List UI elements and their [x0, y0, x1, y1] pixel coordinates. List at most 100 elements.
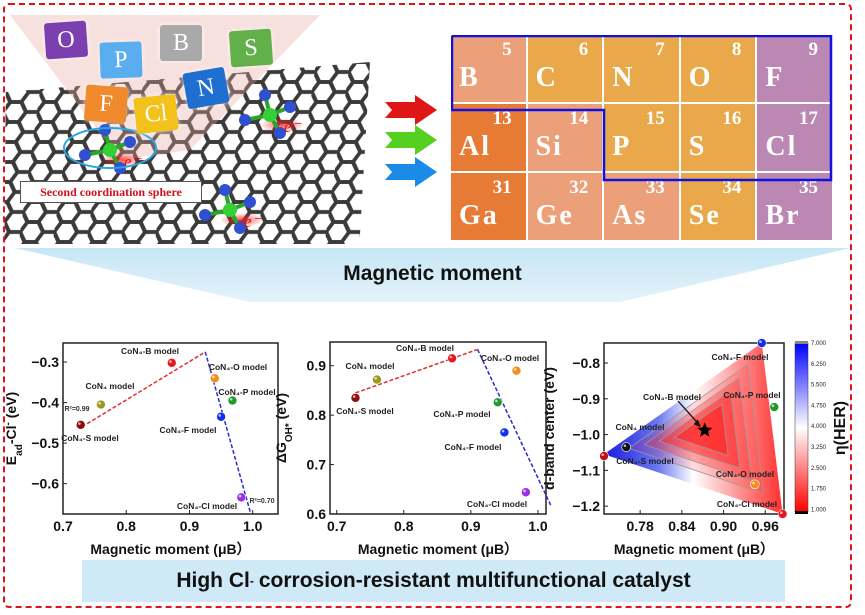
data-point-highlight	[352, 395, 356, 398]
y-axis-label-part: d-band center (eV)	[541, 367, 557, 490]
second-coordination-sphere-label: Second coordination sphere	[20, 181, 202, 203]
r-squared-label: R²=0.70	[249, 498, 274, 505]
nitrogen-atom	[259, 89, 271, 101]
nitrogen-atom	[124, 136, 136, 148]
colorbar-tick-label: 2.500	[811, 466, 827, 472]
y-axis-label: d-band center (eV)	[541, 367, 557, 490]
element-symbol: S	[688, 131, 707, 162]
fit-line	[355, 348, 478, 394]
data-point-highlight	[374, 376, 377, 380]
data-point	[521, 487, 531, 498]
nitrogen-atom	[284, 101, 296, 113]
element-cell-s: 16 S	[680, 104, 756, 171]
y-tick-label: 0.9	[307, 358, 327, 374]
x-tick-label: 0.90	[710, 518, 737, 534]
x-tick-label: 0.78	[627, 518, 654, 534]
data-point	[769, 402, 780, 412]
element-symbol: N	[612, 62, 635, 93]
nitrogen-atom	[274, 127, 286, 139]
data-point	[75, 420, 86, 430]
data-point-label: CoN₄-P model	[218, 387, 275, 397]
element-symbol: B	[459, 62, 480, 93]
data-point-highlight	[78, 422, 81, 425]
element-cell-ge: 32 Ge	[527, 173, 603, 240]
element-cell-si: 14 Si	[527, 104, 603, 171]
element-symbol: Si	[535, 131, 563, 162]
cobalt-atom	[263, 108, 277, 122]
atomic-number: 9	[808, 39, 818, 60]
banner-text-sup: -	[249, 574, 254, 588]
data-point	[227, 395, 238, 406]
colorbar-over	[795, 341, 808, 344]
highlight-polyline	[451, 35, 833, 182]
atomic-number: 15	[645, 108, 665, 129]
plot-frame	[603, 342, 785, 515]
element-symbol: Ga	[459, 200, 499, 231]
nitrogen-atom	[99, 124, 111, 136]
data-point-highlight	[771, 404, 775, 408]
x-axis-label: Magnetic moment (μB）	[90, 541, 250, 557]
data-point-star	[697, 422, 713, 437]
data-point-label: CoN₄ model	[616, 422, 665, 432]
atomic-number: 34	[722, 177, 742, 198]
atomic-number: 32	[569, 177, 589, 198]
data-point-label: CoN₄-S model	[61, 433, 118, 443]
y-tick-label: 0.7	[307, 457, 327, 473]
data-point	[96, 399, 106, 410]
x-tick-label: 0.8	[117, 518, 137, 534]
data-point-highlight	[513, 368, 517, 371]
atomic-number: 14	[569, 108, 589, 129]
data-point-label: CoN₄-O model	[481, 353, 539, 363]
arrow-head-icon	[693, 419, 701, 428]
y-axis-label-part: -	[3, 422, 14, 425]
data-point	[499, 427, 510, 438]
element-symbol: As	[612, 200, 648, 231]
data-point-label: CoN₄-Cl model	[467, 499, 527, 509]
x-axis-label: Magnetic moment (μB）	[614, 541, 774, 557]
data-point-label: CoN₄-O model	[716, 469, 774, 479]
data-point-label: CoN₄-B model	[121, 346, 179, 356]
x-tick-label: 1.0	[243, 518, 263, 534]
data-point-label: CoN₄-Cl model	[177, 501, 237, 511]
data-point	[236, 492, 247, 503]
element-cell-as: 33 As	[604, 173, 679, 240]
colorbar-under	[795, 511, 808, 514]
element-cell-cl: 17 Cl	[757, 104, 832, 171]
data-point	[756, 338, 767, 348]
y-axis-label-part: (eV)	[273, 393, 289, 423]
element-cell-p: 15 P	[604, 104, 679, 171]
cobalt-atom	[103, 143, 117, 157]
data-point-highlight	[601, 453, 604, 457]
atomic-number: 17	[798, 108, 818, 129]
data-point	[492, 397, 503, 408]
data-point-highlight	[238, 494, 242, 498]
atomic-number: 16	[722, 108, 742, 129]
nitrogen-atom	[79, 149, 91, 161]
colorbar-label: η(HER)	[832, 401, 849, 455]
element-cell-ga: 31 Ga	[451, 173, 526, 240]
y-axis-label-part: OH*	[284, 423, 295, 442]
data-point-highlight	[212, 375, 215, 379]
data-point	[350, 393, 361, 403]
x-tick-label: 0.9	[180, 518, 200, 534]
data-point	[447, 353, 457, 364]
data-point-highlight	[218, 414, 222, 417]
atomic-number: 35	[798, 177, 818, 198]
colorbar-tick-label: 6.250	[811, 362, 827, 368]
y-axis-label: Ead-Cl- (eV)	[3, 392, 25, 465]
electron-label: e⁻	[244, 212, 263, 231]
atomic-number: 6	[578, 39, 589, 60]
r-squared-label: R²=0.99	[64, 406, 89, 413]
nitrogen-atom	[234, 222, 246, 234]
element-symbol: Br	[765, 200, 801, 231]
colorbar-tick-label: 4.750	[811, 403, 827, 409]
data-point	[750, 479, 760, 490]
x-tick-label: 0.84	[668, 518, 695, 534]
element-cell-al: 13 Al	[451, 104, 526, 171]
data-point-label: CoN₄-S model	[336, 406, 393, 416]
